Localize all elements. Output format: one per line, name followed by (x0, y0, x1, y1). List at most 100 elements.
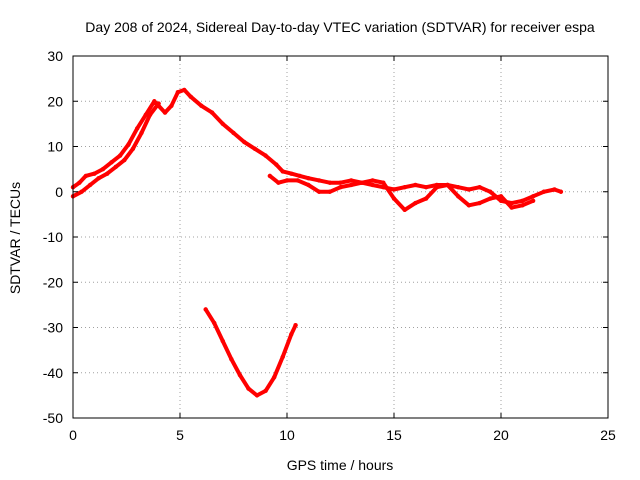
data-point (530, 198, 536, 203)
y-axis-ticks: -50 -40 -30 -20 -10 0 10 20 30 (43, 48, 608, 426)
data-point (109, 160, 114, 165)
data-point (456, 194, 461, 199)
data-point (135, 126, 140, 131)
data-point (231, 130, 236, 136)
data-point (267, 173, 273, 179)
data-point (271, 375, 277, 380)
data-point (466, 187, 472, 192)
x-tick-label: 10 (279, 427, 295, 443)
data-point (152, 99, 157, 104)
data-point (413, 182, 418, 188)
data-point (445, 182, 450, 188)
series-line-3 (203, 307, 298, 398)
data-point (306, 182, 311, 188)
data-point (263, 388, 268, 394)
x-tick-label: 20 (493, 427, 509, 443)
data-point (77, 180, 82, 185)
data-point (113, 164, 119, 170)
data-point (306, 175, 311, 181)
data-point (242, 139, 247, 145)
grid-lines (73, 56, 608, 418)
data-point (327, 180, 332, 185)
data-point (156, 101, 161, 106)
x-axis-title: GPS time / hours (287, 457, 394, 473)
data-point (100, 166, 106, 172)
data-point (316, 178, 322, 183)
data-point (130, 146, 136, 151)
data-point (541, 189, 546, 194)
data-point (370, 182, 375, 188)
data-point (370, 178, 375, 183)
data-point (229, 356, 234, 362)
data-point (558, 189, 564, 194)
data-point (520, 198, 525, 203)
data-point (237, 372, 243, 378)
data-point (254, 393, 260, 398)
data-point (175, 90, 181, 95)
y-tick-label: -40 (43, 365, 63, 381)
data-point (530, 194, 536, 199)
data-point (327, 189, 332, 194)
y-tick-label: -10 (43, 229, 63, 245)
x-tick-label: 15 (386, 427, 402, 443)
data-point (139, 130, 144, 136)
data-point (498, 194, 504, 199)
data-point (391, 187, 397, 192)
data-point (117, 153, 123, 158)
data-point (423, 196, 429, 201)
data-point (122, 157, 127, 163)
data-point (338, 185, 343, 190)
y-tick-label: -50 (43, 410, 63, 426)
data-point (212, 320, 217, 326)
data-point (295, 178, 300, 183)
y-tick-label: 20 (47, 93, 63, 109)
y-tick-label: -20 (43, 274, 63, 290)
data-point (209, 110, 215, 115)
y-tick-label: -30 (43, 320, 63, 336)
data-point (488, 189, 493, 194)
data-point (552, 187, 557, 192)
data-point (220, 121, 225, 127)
data-point (520, 203, 525, 208)
data-point (199, 103, 204, 108)
data-point (274, 162, 279, 167)
y-tick-label: 10 (47, 139, 63, 155)
data-point (188, 94, 193, 99)
series-line-0 (71, 87, 563, 206)
x-tick-label: 0 (69, 427, 77, 443)
y-axis-title: SDTVAR / TECUs (7, 182, 23, 294)
data-point (147, 112, 153, 118)
data-point (169, 103, 174, 108)
data-point (289, 332, 294, 337)
data-point (83, 173, 89, 179)
data-point (509, 205, 514, 210)
y-tick-label: 0 (55, 184, 63, 200)
data-point (246, 386, 251, 391)
data-point (488, 196, 493, 201)
data-point (456, 185, 461, 190)
data-point (466, 203, 472, 208)
data-point (359, 180, 365, 185)
data-point (280, 354, 285, 360)
series-layer (70, 87, 564, 398)
data-point (79, 189, 84, 194)
data-point (105, 171, 110, 176)
data-point (263, 153, 268, 158)
data-point (289, 171, 294, 176)
chart-title: Day 208 of 2024, Sidereal Day-to-day VTE… (85, 19, 595, 35)
data-point (126, 142, 131, 147)
data-point (293, 323, 298, 328)
data-point (297, 173, 303, 179)
data-point (182, 87, 187, 93)
x-tick-label: 5 (176, 427, 184, 443)
data-point (96, 175, 101, 181)
data-point (349, 178, 354, 183)
data-point (203, 307, 208, 312)
data-point (402, 185, 407, 190)
data-point (477, 185, 482, 190)
data-point (316, 189, 322, 194)
data-point (349, 182, 354, 188)
data-point (284, 178, 290, 183)
x-axis-ticks: 0 5 10 15 20 25 (69, 56, 616, 443)
